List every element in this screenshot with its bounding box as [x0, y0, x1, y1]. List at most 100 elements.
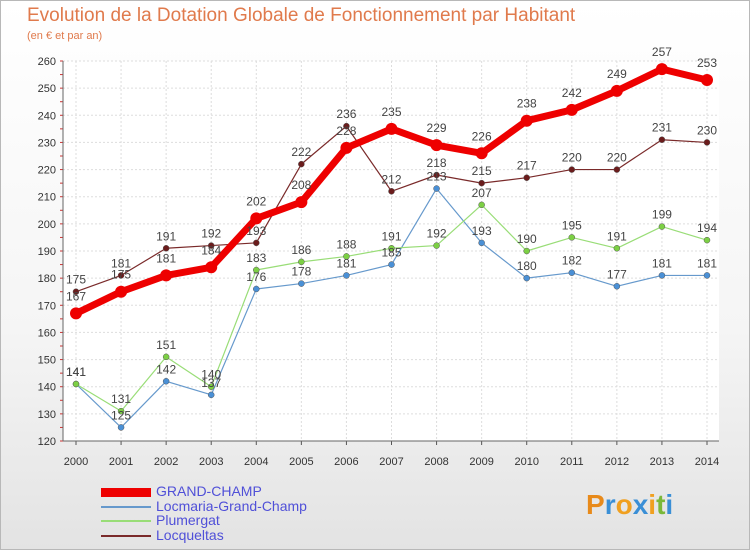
y-tick-label: 230 [38, 137, 56, 149]
data-point [162, 353, 170, 361]
data-point [701, 74, 713, 86]
data-label: 193 [472, 224, 492, 238]
legend-label: Locqueltas [156, 526, 224, 543]
data-label: 192 [427, 227, 447, 241]
data-label: 181 [156, 251, 176, 265]
data-label: 181 [697, 256, 717, 270]
data-point [253, 266, 260, 274]
data-label: 175 [111, 268, 131, 282]
data-point [433, 242, 440, 249]
logo-letter: i [665, 489, 674, 520]
data-point [250, 212, 263, 225]
data-point [568, 234, 576, 241]
data-label: 177 [607, 267, 627, 281]
x-tick-label: 2011 [560, 456, 584, 468]
data-point [70, 307, 82, 320]
x-tick-label: 2004 [244, 456, 268, 468]
x-tick-label: 2014 [695, 456, 719, 468]
x-tick-label: 2010 [514, 456, 538, 468]
data-label: 236 [336, 107, 356, 121]
data-label: 218 [427, 156, 447, 170]
data-label: 229 [427, 121, 447, 135]
data-point [253, 239, 260, 247]
y-tick-label: 240 [38, 110, 56, 122]
data-point [433, 171, 440, 179]
x-tick-label: 2012 [605, 456, 629, 468]
data-point [205, 261, 218, 274]
data-point [388, 188, 395, 195]
data-label: 220 [562, 151, 582, 165]
data-point [298, 258, 305, 266]
data-label: 215 [472, 164, 492, 178]
data-label: 253 [697, 56, 717, 70]
data-label: 231 [652, 121, 672, 135]
x-tick-label: 2005 [289, 456, 313, 468]
chart-subtitle: (en € et par an) [27, 30, 103, 42]
x-tick-label: 2002 [154, 456, 178, 468]
data-point [478, 239, 485, 247]
data-point [207, 242, 215, 249]
data-point [295, 196, 308, 209]
data-label: 257 [652, 45, 672, 59]
data-label: 182 [562, 254, 582, 268]
y-tick-label: 180 [38, 273, 56, 285]
data-label: 217 [517, 159, 537, 173]
data-point [207, 383, 215, 390]
data-point [343, 272, 350, 279]
data-point [613, 166, 621, 173]
data-point [343, 122, 350, 130]
data-point [298, 280, 305, 287]
data-point [340, 141, 353, 154]
y-tick-label: 200 [38, 219, 56, 231]
data-label: 180 [517, 259, 537, 273]
line-chart: 120 130 140 150 160 170 180 190 200 210 220 230 240 2… [38, 45, 720, 468]
y-tick-label: 150 [38, 355, 56, 367]
y-tick-label: 140 [38, 382, 56, 394]
legend-swatch [101, 534, 151, 537]
chart-title: Evolution de la Dotation Globale de Fonc… [27, 5, 576, 26]
data-label: 186 [291, 243, 311, 257]
data-label: 235 [381, 105, 401, 119]
data-point [613, 283, 621, 290]
data-label: 213 [427, 170, 447, 184]
y-tick-label: 210 [38, 192, 56, 204]
data-label: 188 [336, 237, 356, 251]
y-tick-label: 170 [38, 300, 56, 312]
data-point [160, 269, 173, 282]
data-point [475, 147, 488, 160]
data-label: 178 [291, 265, 311, 279]
data-label: 125 [111, 408, 131, 422]
data-label: 176 [246, 270, 266, 284]
data-label: 184 [201, 243, 221, 257]
x-tick-label: 2007 [379, 456, 403, 468]
data-label: 183 [246, 251, 266, 265]
data-label: 142 [156, 362, 176, 376]
data-point [72, 380, 80, 388]
data-label: 207 [472, 186, 492, 200]
data-point [117, 272, 125, 279]
data-point [388, 261, 395, 268]
data-point [430, 139, 443, 152]
data-label: 181 [652, 256, 672, 270]
data-label: 222 [291, 145, 311, 159]
data-label: 181 [111, 256, 131, 270]
logo-letter: i [648, 489, 657, 520]
data-label: 141 [66, 365, 86, 379]
data-point [520, 114, 533, 127]
data-point [115, 285, 128, 298]
data-point [207, 391, 215, 399]
data-label: 202 [246, 194, 266, 208]
data-label: 212 [381, 172, 401, 186]
x-tick-label: 2009 [469, 456, 493, 468]
logo-letter: P [586, 489, 605, 520]
legend-label: GRAND-CHAMP [156, 483, 262, 499]
data-point [478, 179, 485, 187]
data-label: 151 [156, 338, 176, 352]
data-point [568, 166, 576, 173]
data-label: 175 [66, 273, 86, 287]
y-tick-label: 190 [38, 246, 56, 258]
logo-letter: x [632, 489, 649, 520]
data-point [433, 185, 440, 192]
data-label: 193 [246, 224, 266, 238]
data-label: 192 [201, 227, 221, 241]
